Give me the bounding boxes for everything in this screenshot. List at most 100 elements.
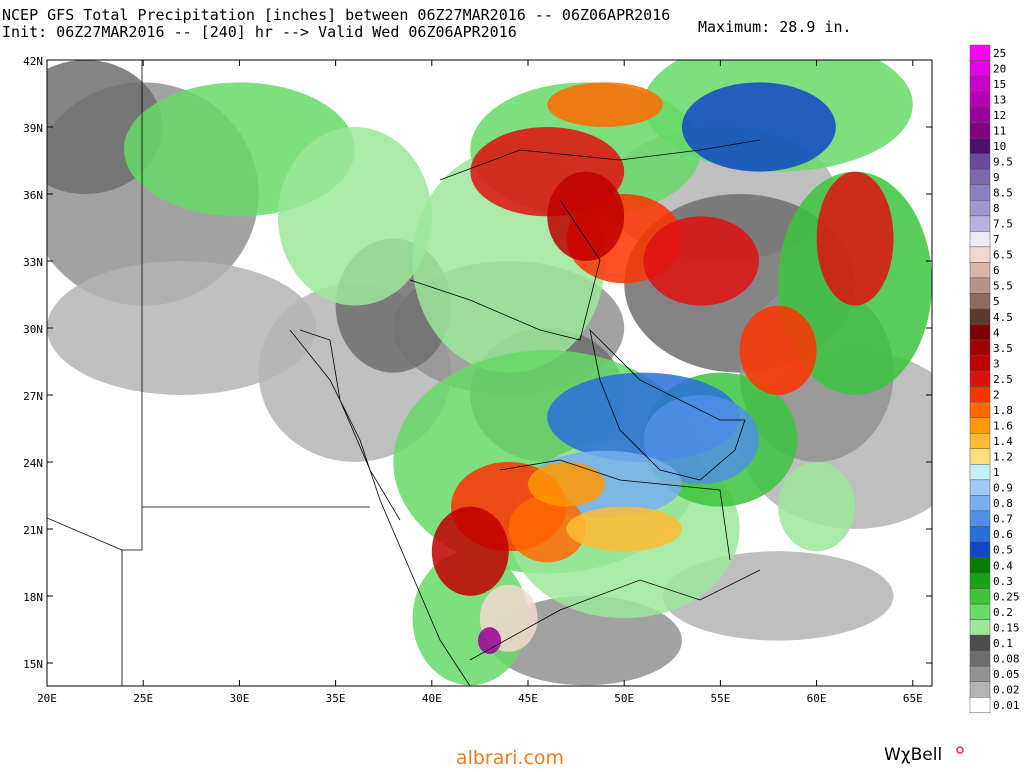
precip-area [643,216,759,306]
legend-label: 13 [993,93,1006,106]
precip-area [477,627,502,654]
legend-swatch [969,137,991,154]
legend-label: 1.2 [993,451,1013,464]
precip-area [547,171,625,261]
legend-label: 1.8 [993,404,1013,417]
legend-label: 0.08 [993,652,1020,665]
legend-label: 8.5 [993,187,1013,200]
legend-label: 0.7 [993,513,1013,526]
precip-area [739,305,817,395]
legend-label: 0.1 [993,637,1013,650]
legend-swatch [969,557,991,574]
lon-label: 50E [614,692,634,705]
legend-swatch [969,510,991,527]
precip-area [778,461,856,552]
legend-label: 11 [993,124,1006,137]
legend-swatch [969,433,991,450]
legend-swatch [969,417,991,434]
title: NCEP GFS Total Precipitation [inches] be… [2,6,670,24]
legend-label: 3.5 [993,342,1013,355]
legend-label: 7 [993,233,1000,246]
coastlines [47,60,761,686]
lat-label: 36N [23,189,43,202]
lon-label: 55E [710,692,730,705]
legend-swatch [969,293,991,310]
precip-area [566,506,682,552]
lat-label: 42N [23,55,43,68]
legend-label: 2 [993,388,1000,401]
precip-area [277,126,432,306]
map-frame [46,59,933,687]
legend-swatch [969,277,991,294]
legend-swatch [969,619,991,636]
legend-swatch [969,91,991,108]
precip-area [643,394,759,485]
legend-swatch [969,572,991,589]
legend-swatch [969,324,991,341]
precip-area [431,506,509,596]
legend-label: 0.6 [993,528,1013,541]
legend-swatch [969,308,991,325]
lat-label: 33N [23,256,43,269]
watermark: albrari.com [456,747,564,768]
legend-swatch [969,541,991,558]
legend-label: 0.3 [993,575,1013,588]
lat-label: 30N [23,323,43,336]
lon-label: 65E [903,692,923,705]
legend-label: 0.5 [993,544,1013,557]
precip-area [508,495,586,563]
lat-label: 21N [23,524,43,537]
legend-swatch [969,153,991,170]
legend-swatch [969,401,991,418]
precip-area [412,551,528,686]
brand-dot [956,746,964,754]
legend-swatch [969,44,991,61]
legend-label: 0.15 [993,621,1020,634]
legend-label: 0.02 [993,683,1020,696]
precip-area [47,260,317,395]
legend-label: 5.5 [993,280,1013,293]
precip-area [528,461,605,507]
legend-swatch [969,215,991,232]
legend-label: 0.8 [993,497,1013,510]
legend-label: 0.4 [993,559,1013,572]
lat-label: 24N [23,457,43,470]
legend-label: 12 [993,109,1006,122]
legend-swatch [969,634,991,651]
legend-swatch [969,168,991,186]
legend-swatch [969,262,991,279]
legend-label: 0.2 [993,606,1013,619]
legend-label: 3 [993,357,1000,370]
legend-swatch [969,60,991,77]
legend-label: 2.5 [993,373,1013,386]
legend-label: 10 [993,140,1006,153]
lon-label: 25E [133,692,153,705]
lon-label: 45E [518,692,538,705]
lon-label: 35E [326,692,346,705]
legend-label: 0.05 [993,668,1020,681]
lon-label: 20E [37,692,57,705]
legend-swatch [969,339,991,356]
legend-label: 4.5 [993,311,1013,324]
legend-swatch [969,184,991,201]
init-line: Init: 06Z27MAR2016 -- [240] hr --> Valid… [2,23,517,41]
legend-label: 15 [993,78,1006,91]
legend-swatch [969,231,991,248]
legend-swatch [969,448,991,465]
legend-swatch [969,370,991,387]
legend-swatch [969,650,991,667]
legend-label: 6 [993,264,1000,277]
legend-swatch [969,681,991,698]
legend-swatch [969,75,991,92]
legend-label: 1.4 [993,435,1013,448]
legend-swatch [969,665,991,682]
precip-area [816,171,894,306]
legend-label: 0.01 [993,699,1020,712]
legend-swatch [969,588,991,605]
legend-label: 0.25 [993,590,1020,603]
legend-label: 6.5 [993,249,1013,262]
legend-label: 5 [993,295,1000,308]
legend-swatch [969,479,991,496]
